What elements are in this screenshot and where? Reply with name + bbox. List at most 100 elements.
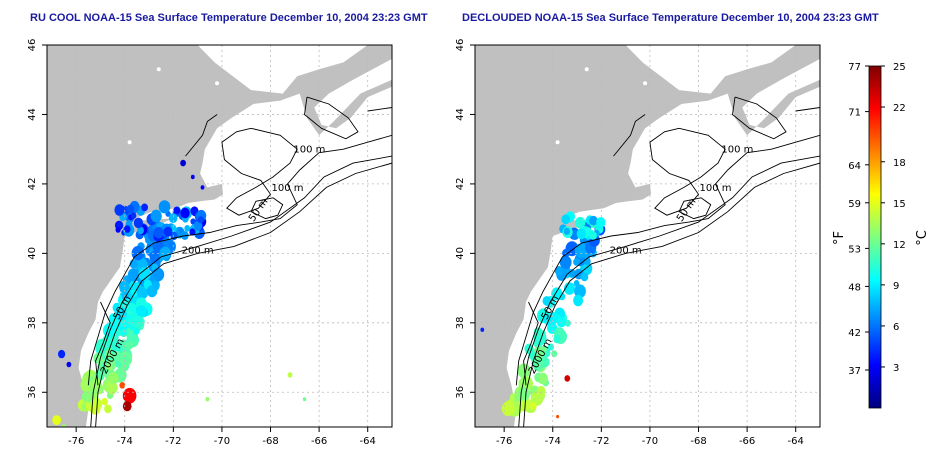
- depth-contour: [518, 155, 820, 427]
- fahrenheit-axis-label: °F: [832, 231, 847, 245]
- celsius-axis-label: °C: [915, 230, 930, 246]
- sst-pixel: [190, 218, 196, 225]
- sst-pixel: [287, 372, 293, 378]
- fahrenheit-tick-label: 59: [848, 199, 861, 210]
- sst-pixel: [115, 360, 122, 368]
- depth-contour: [523, 162, 820, 427]
- celsius-tick-label: 3: [893, 363, 899, 374]
- sst-pixel: [561, 214, 570, 225]
- y-tick-label: 38: [455, 316, 466, 329]
- contour-label: 100 m: [700, 183, 732, 194]
- sst-pixel: [122, 401, 132, 412]
- lake-mark: [156, 67, 161, 72]
- sst-pixel: [556, 316, 567, 328]
- sst-pixel: [537, 372, 549, 385]
- sst-pixel: [575, 216, 586, 229]
- contour-label: 100 m: [272, 183, 304, 194]
- contour-label: 200 m: [610, 245, 642, 256]
- sst-pixel: [138, 267, 151, 282]
- sst-pixel: [573, 258, 580, 266]
- fahrenheit-tick-label: 53: [848, 244, 861, 255]
- sst-pixel: [596, 217, 606, 228]
- sst-pixel: [90, 402, 101, 415]
- sst-pixel: [564, 319, 571, 327]
- sst-pixel: [541, 345, 548, 352]
- sst-pixel: [129, 280, 138, 291]
- sst-pixel: [588, 229, 594, 236]
- depth-contour: [304, 96, 359, 140]
- sst-pixel: [576, 228, 586, 240]
- celsius-tick-label: 9: [893, 281, 899, 292]
- depth-contour: [613, 114, 646, 157]
- sst-pixel: [84, 391, 94, 402]
- sst-pixel: [125, 340, 134, 350]
- sst-pixel: [114, 306, 127, 321]
- sst-pixel: [85, 404, 92, 411]
- depth-contour: [515, 134, 820, 386]
- fahrenheit-tick-label: 37: [848, 366, 861, 377]
- y-tick-label: 46: [27, 39, 38, 52]
- sst-pixel: [112, 350, 122, 362]
- x-tick-label: -68: [262, 436, 278, 447]
- sst-pixel: [197, 216, 204, 224]
- sst-pixel: [529, 402, 537, 410]
- sst-pixel: [180, 207, 190, 219]
- y-tick-label: 36: [455, 386, 466, 399]
- sst-pixel: [190, 174, 195, 180]
- sst-pixel: [551, 287, 563, 301]
- depth-contour: [649, 127, 726, 216]
- sst-pixel: [52, 415, 62, 426]
- plot-frame: [46, 44, 393, 428]
- sst-pixel: [106, 363, 113, 371]
- depth-contour: [732, 96, 787, 140]
- x-tick-label: -72: [593, 436, 609, 447]
- y-tick-label: 36: [27, 386, 38, 399]
- y-tick-label: 42: [27, 178, 38, 191]
- depth-contour: [95, 301, 111, 386]
- y-tick-label: 44: [455, 108, 466, 121]
- celsius-tick-label: 15: [893, 199, 906, 210]
- x-tick-label: -72: [165, 436, 181, 447]
- fahrenheit-tick-label: 64: [848, 161, 861, 172]
- temperature-colorbar: 25 22 18 15 12 9 6 3 77 71 64 59 53 48 42 37 °F °C: [832, 62, 930, 409]
- sst-pixel: [589, 215, 598, 226]
- sst-pixel: [514, 392, 523, 402]
- depth-contour: [678, 197, 712, 220]
- sst-pixel: [559, 255, 572, 270]
- y-tick-label: 42: [455, 178, 466, 191]
- left-chart-title: RU COOL NOAA-15 Sea Surface Temperature …: [30, 12, 428, 24]
- sst-pixel: [574, 284, 586, 299]
- sst-pixel: [574, 243, 588, 258]
- sst-pixel: [553, 334, 561, 344]
- right-chart-title: DECLOUDED NOAA-15 Sea Surface Temperatur…: [462, 12, 879, 24]
- sst-pixel: [133, 217, 143, 229]
- sst-pixel: [532, 358, 544, 372]
- lake-mark: [215, 81, 220, 86]
- sst-pixel: [58, 349, 66, 359]
- sst-pixel: [200, 185, 205, 190]
- sst-pixel: [205, 397, 210, 402]
- sst-pixel: [542, 296, 551, 306]
- contour-label: 100 m: [293, 145, 325, 156]
- sst-pixel: [141, 203, 149, 212]
- sst-pixel: [159, 246, 171, 260]
- depth-contour: [90, 155, 392, 427]
- sst-pixel: [168, 213, 178, 224]
- sst-pixel: [107, 372, 119, 385]
- colorbar-gradient: [868, 65, 882, 409]
- y-tick-label: 46: [455, 39, 466, 52]
- depth-contour: [795, 107, 820, 112]
- fahrenheit-tick-label: 48: [848, 282, 861, 293]
- land-mass: [475, 45, 820, 427]
- x-tick-label: -64: [788, 436, 804, 447]
- x-tick-label: -66: [311, 436, 327, 447]
- depth-contour: [95, 162, 392, 427]
- sst-pixel: [563, 227, 571, 236]
- sst-pixel: [189, 228, 196, 236]
- x-tick-label: -70: [642, 436, 658, 447]
- celsius-tick-label: 22: [893, 103, 906, 114]
- sst-pixel: [573, 294, 584, 307]
- sst-pixel: [146, 285, 158, 298]
